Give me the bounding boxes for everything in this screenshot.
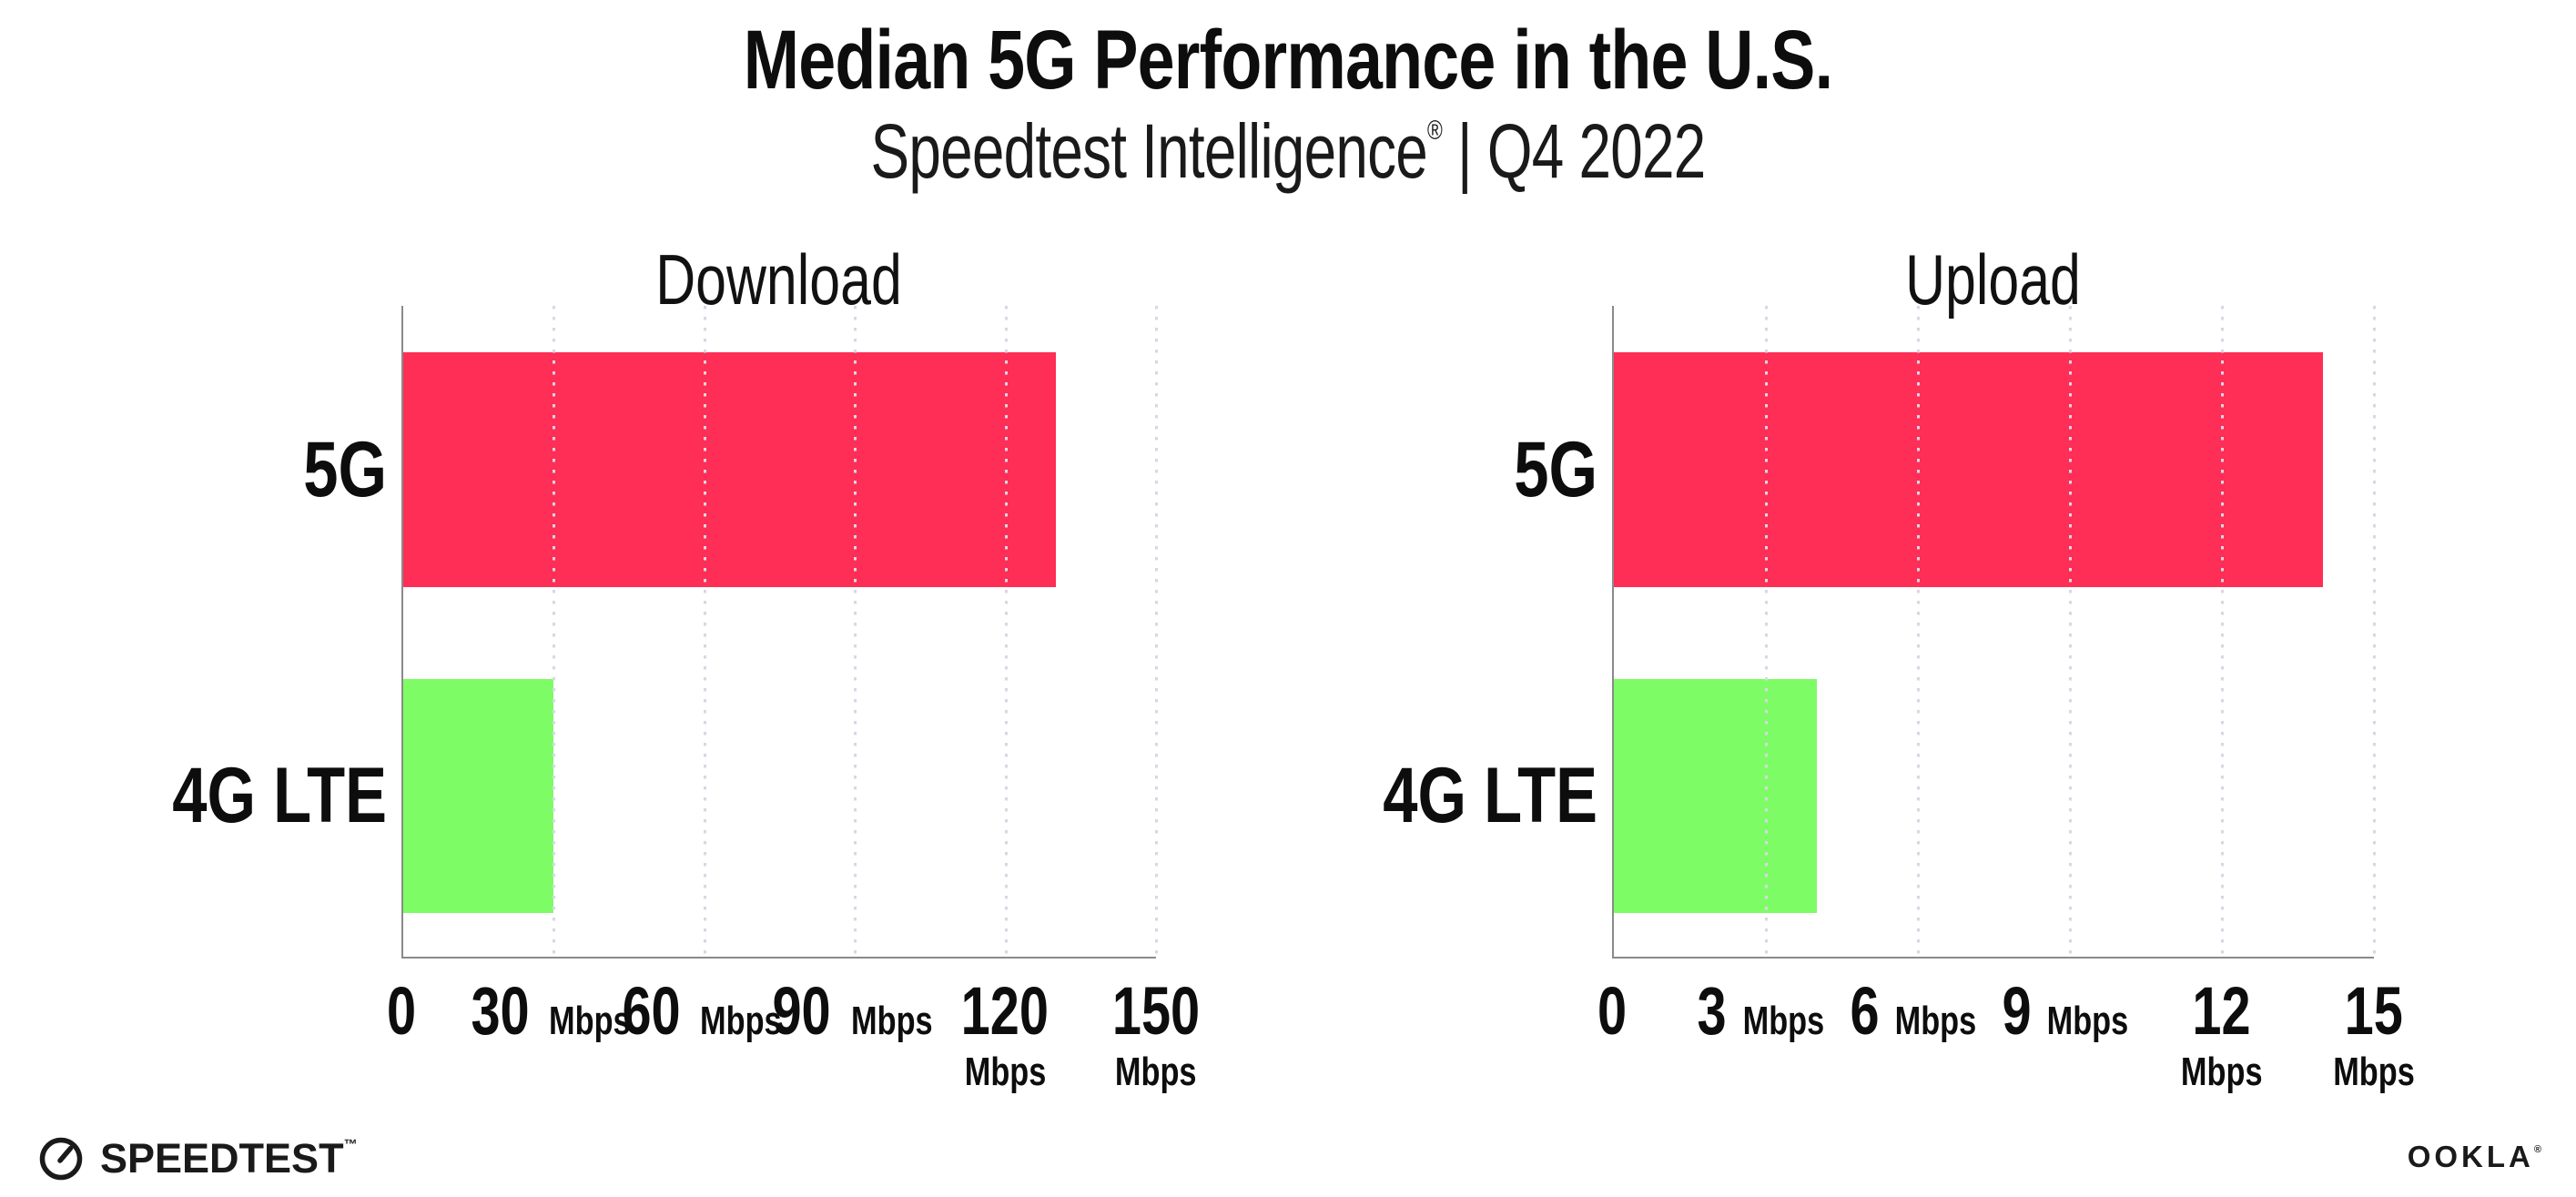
download-chart-title: Download (655, 239, 902, 320)
tick-unit-label: Mbps (1115, 1050, 1197, 1094)
x-axis-tick-label: 0 (1597, 973, 1628, 1049)
registered-mark-icon: ® (1427, 116, 1443, 146)
gridline (2221, 306, 2224, 957)
x-axis-tick-label: 12Mbps (2180, 973, 2263, 1094)
gridline (2069, 306, 2072, 957)
page-title: Median 5G Performance in the U.S. (743, 14, 1833, 107)
tick-unit-label: Mbps (1742, 999, 1824, 1043)
tick-unit-label: Mbps (1894, 999, 1977, 1043)
x-axis-tick-label: 3 Mbps (1697, 973, 1824, 1049)
upload-x-axis-ticks: 0 3 Mbps 6 Mbps 9 Mbps 12Mbps 15Mbps (1597, 973, 2415, 1105)
download-x-axis-ticks: 0 30 Mbps 60 Mbps 90 Mbps 120Mbps 150Mbps (387, 973, 1200, 1105)
x-axis-tick-label: 0 (386, 973, 417, 1049)
x-axis-tick-label: 30 Mbps (471, 973, 631, 1049)
upload-plot-area (1612, 306, 2376, 959)
tick-unit-label: Mbps (2333, 1050, 2415, 1094)
bar-4g-lte-download (403, 679, 554, 913)
page-subtitle: Speedtest Intelligence® | Q4 2022 (309, 107, 2267, 196)
gauge-icon (39, 1137, 83, 1181)
gridline (1155, 306, 1158, 957)
registered-mark-icon: ® (2533, 1144, 2545, 1155)
category-label-4g-lte: 4G LTE (172, 752, 387, 839)
gridline (553, 306, 556, 957)
x-axis-tick-label: 9 Mbps (2002, 973, 2129, 1049)
tick-unit-label: Mbps (2046, 999, 2129, 1043)
tick-unit-label: Mbps (964, 1050, 1046, 1094)
x-axis-tick-label: 15Mbps (2333, 973, 2415, 1094)
x-axis-tick-label: 90 Mbps (772, 973, 933, 1049)
category-label-5g: 5G (1514, 426, 1597, 513)
download-plot-area (401, 306, 1158, 959)
speedtest-wordmark: SPEEDTEST™ (100, 1135, 358, 1182)
x-axis-tick-label: 60 Mbps (622, 973, 782, 1049)
gridline (854, 306, 857, 957)
gridline (1004, 306, 1008, 957)
x-axis-tick-label: 120Mbps (961, 973, 1050, 1094)
bar-5g-upload (1614, 352, 2324, 587)
subtitle-period: | Q4 2022 (1442, 108, 1706, 194)
tick-unit-label: Mbps (549, 999, 631, 1043)
tick-unit-label: Mbps (850, 999, 933, 1043)
trademark-icon: ™ (343, 1137, 358, 1152)
ookla-logo: OOKLA® (2408, 1140, 2545, 1174)
tick-unit-label: Mbps (2180, 1050, 2263, 1094)
gridline (1917, 306, 1920, 957)
bar-5g-download (403, 352, 1056, 587)
x-axis-tick-label: 6 Mbps (1850, 973, 1977, 1049)
gridline (1765, 306, 1768, 957)
tick-unit-label: Mbps (699, 999, 782, 1043)
speedtest-logo: SPEEDTEST™ (36, 1134, 358, 1183)
category-label-4g-lte: 4G LTE (1383, 752, 1597, 839)
gridline (703, 306, 706, 957)
x-axis-tick-label: 150Mbps (1111, 973, 1201, 1094)
subtitle-brand: Speedtest Intelligence (870, 108, 1428, 194)
ookla-wordmark: OOKLA (2407, 1140, 2534, 1173)
gridline (2373, 306, 2376, 957)
category-label-5g: 5G (303, 426, 387, 513)
bar-4g-lte-upload (1614, 679, 1817, 913)
upload-chart-title: Upload (1905, 239, 2081, 320)
